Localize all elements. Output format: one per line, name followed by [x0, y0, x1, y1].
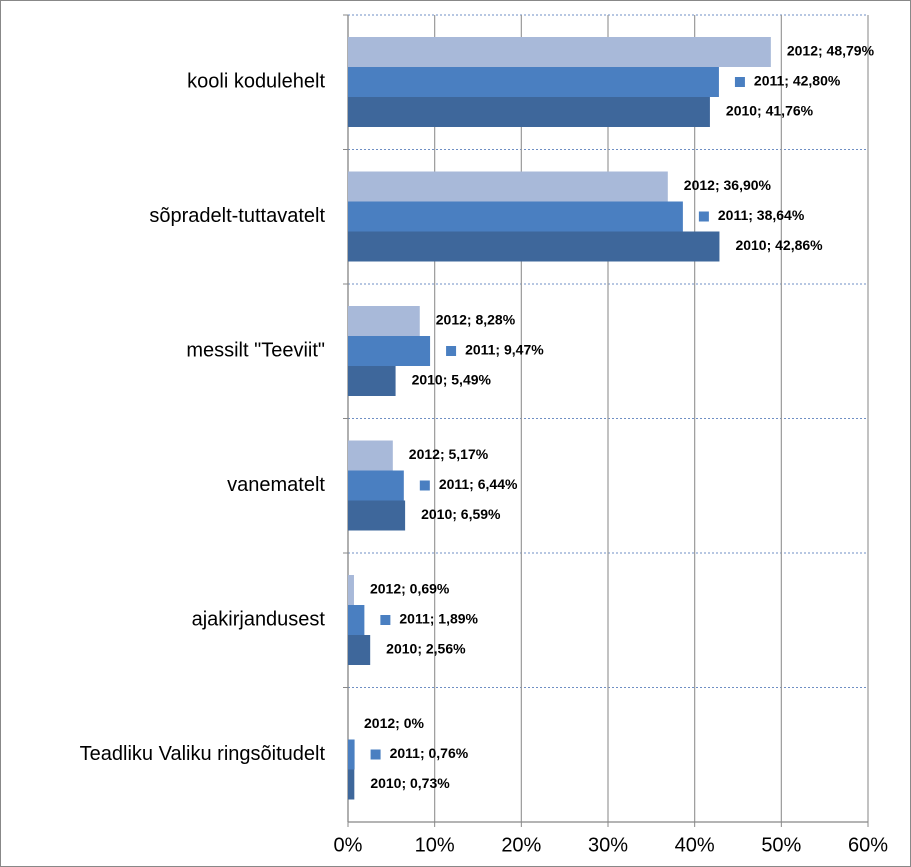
bar	[348, 97, 710, 127]
data-label: 2011; 42,80%	[754, 73, 841, 89]
label-key	[419, 480, 430, 491]
x-tick-label: 0%	[334, 834, 363, 856]
data-label: 2011; 9,47%	[465, 342, 544, 358]
data-label: 2011; 38,64%	[718, 207, 805, 223]
label-key	[380, 615, 391, 625]
data-label: 2011; 6,44%	[439, 476, 518, 492]
label-key	[446, 346, 457, 356]
y-tick-label: kooli kodulehelt	[187, 70, 325, 92]
bar	[348, 440, 393, 471]
x-tick-label: 30%	[588, 834, 628, 856]
x-tick-label: 50%	[761, 834, 801, 856]
bar	[348, 635, 371, 665]
bar	[348, 500, 406, 531]
bar	[348, 171, 668, 202]
data-label: 2011; 0,76%	[390, 745, 469, 761]
bar	[348, 231, 720, 262]
data-label: 2010; 41,76%	[726, 103, 814, 119]
data-label: 2010; 6,59%	[421, 506, 501, 522]
y-tick-label: Teadliku Valiku ringsõitudelt	[80, 743, 326, 765]
data-label: 2012; 0%	[364, 715, 424, 731]
bar	[348, 605, 365, 635]
bar	[348, 67, 719, 97]
bar	[348, 201, 683, 232]
bar	[348, 306, 420, 336]
bar	[348, 336, 431, 366]
data-label: 2012; 0,69%	[370, 581, 450, 597]
x-tick-label: 60%	[848, 834, 888, 856]
bar	[348, 575, 354, 605]
data-label: 2010; 5,49%	[412, 372, 492, 388]
y-tick-label: ajakirjandusest	[192, 608, 326, 630]
x-tick-label: 20%	[501, 834, 541, 856]
data-label: 2012; 5,17%	[409, 446, 489, 462]
data-label: 2010; 0,73%	[370, 775, 450, 791]
x-tick-label: 40%	[675, 834, 715, 856]
data-label: 2012; 36,90%	[684, 177, 772, 193]
data-label: 2012; 8,28%	[436, 312, 516, 328]
x-tick-label: 10%	[415, 834, 455, 856]
bar	[348, 739, 355, 770]
bar	[348, 366, 396, 396]
data-label: 2011; 1,89%	[399, 611, 478, 627]
data-label: 2010; 42,86%	[735, 237, 823, 253]
label-key	[370, 749, 381, 760]
bar	[348, 470, 404, 501]
bar	[348, 37, 771, 67]
y-tick-label: messilt "Teeviit"	[186, 339, 325, 361]
label-key	[734, 77, 745, 87]
label-key	[698, 211, 709, 222]
y-tick-label: sõpradelt-tuttavatelt	[149, 205, 325, 227]
data-label: 2012; 48,79%	[787, 43, 875, 59]
y-tick-label: vanematelt	[227, 474, 325, 496]
bar	[348, 769, 355, 800]
data-label: 2010; 2,56%	[386, 641, 466, 657]
